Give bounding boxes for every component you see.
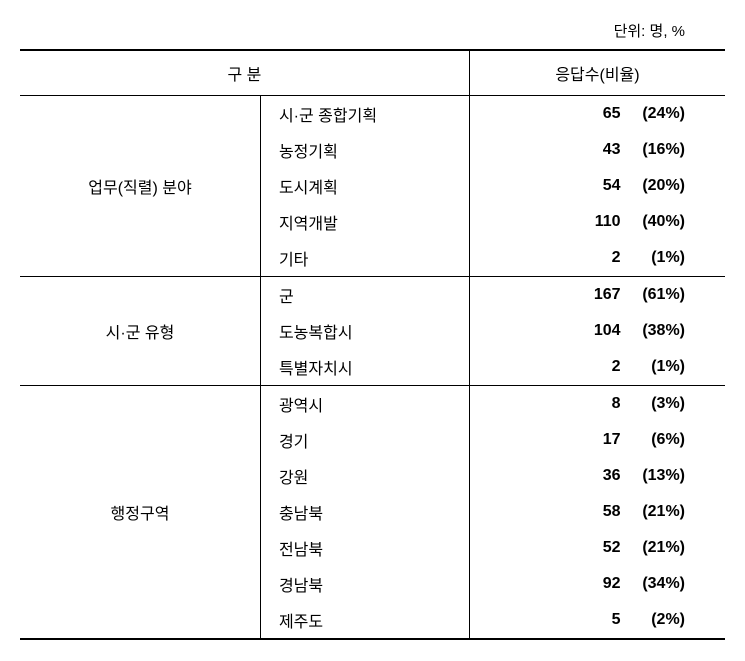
pct-value: (20%)	[625, 177, 685, 195]
count-value: 167	[581, 286, 621, 304]
pct-value: (3%)	[625, 395, 685, 413]
value-cell: 2 (1%)	[469, 349, 725, 386]
sub-label: 전남북	[260, 530, 469, 566]
count-value: 92	[581, 575, 621, 593]
value-cell: 17 (6%)	[469, 422, 725, 458]
count-value: 5	[581, 611, 621, 629]
table-row: 시·군 유형군167 (61%)	[20, 277, 725, 314]
pct-value: (24%)	[625, 105, 685, 123]
value-cell: 54 (20%)	[469, 168, 725, 204]
sub-label: 도농복합시	[260, 313, 469, 349]
count-value: 8	[581, 395, 621, 413]
value-cell: 52 (21%)	[469, 530, 725, 566]
count-value: 54	[581, 177, 621, 195]
value-cell: 43 (16%)	[469, 132, 725, 168]
table-row: 행정구역광역시8 (3%)	[20, 386, 725, 423]
pct-value: (1%)	[625, 249, 685, 267]
value-cell: 2 (1%)	[469, 240, 725, 277]
sub-label: 기타	[260, 240, 469, 277]
count-value: 36	[581, 467, 621, 485]
value-cell: 8 (3%)	[469, 386, 725, 423]
pct-value: (6%)	[625, 431, 685, 449]
count-value: 58	[581, 503, 621, 521]
pct-value: (21%)	[625, 539, 685, 557]
count-value: 52	[581, 539, 621, 557]
value-cell: 167 (61%)	[469, 277, 725, 314]
sub-label: 충남북	[260, 494, 469, 530]
count-value: 17	[581, 431, 621, 449]
sub-label: 도시계획	[260, 168, 469, 204]
value-cell: 36 (13%)	[469, 458, 725, 494]
pct-value: (34%)	[625, 575, 685, 593]
pct-value: (21%)	[625, 503, 685, 521]
group-label: 업무(직렬) 분야	[20, 96, 260, 277]
sub-label: 시·군 종합기획	[260, 96, 469, 133]
count-value: 110	[581, 213, 621, 231]
pct-value: (40%)	[625, 213, 685, 231]
unit-label: 단위: 명, %	[20, 20, 725, 41]
group-label: 시·군 유형	[20, 277, 260, 386]
header-response: 응답수(비율)	[469, 50, 725, 96]
value-cell: 58 (21%)	[469, 494, 725, 530]
pct-value: (13%)	[625, 467, 685, 485]
table-body: 업무(직렬) 분야시·군 종합기획65 (24%)농정기획43 (16%)도시계…	[20, 96, 725, 640]
count-value: 2	[581, 358, 621, 376]
count-value: 43	[581, 141, 621, 159]
response-table: 구 분 응답수(비율) 업무(직렬) 분야시·군 종합기획65 (24%)농정기…	[20, 49, 725, 640]
value-cell: 5 (2%)	[469, 602, 725, 639]
pct-value: (1%)	[625, 358, 685, 376]
pct-value: (61%)	[625, 286, 685, 304]
count-value: 65	[581, 105, 621, 123]
sub-label: 특별자치시	[260, 349, 469, 386]
sub-label: 지역개발	[260, 204, 469, 240]
sub-label: 군	[260, 277, 469, 314]
count-value: 104	[581, 322, 621, 340]
sub-label: 강원	[260, 458, 469, 494]
pct-value: (2%)	[625, 611, 685, 629]
table-row: 업무(직렬) 분야시·군 종합기획65 (24%)	[20, 96, 725, 133]
sub-label: 농정기획	[260, 132, 469, 168]
value-cell: 65 (24%)	[469, 96, 725, 133]
value-cell: 92 (34%)	[469, 566, 725, 602]
value-cell: 110 (40%)	[469, 204, 725, 240]
header-category: 구 분	[20, 50, 469, 96]
sub-label: 제주도	[260, 602, 469, 639]
value-cell: 104 (38%)	[469, 313, 725, 349]
pct-value: (16%)	[625, 141, 685, 159]
sub-label: 경기	[260, 422, 469, 458]
sub-label: 광역시	[260, 386, 469, 423]
pct-value: (38%)	[625, 322, 685, 340]
group-label: 행정구역	[20, 386, 260, 640]
sub-label: 경남북	[260, 566, 469, 602]
count-value: 2	[581, 249, 621, 267]
